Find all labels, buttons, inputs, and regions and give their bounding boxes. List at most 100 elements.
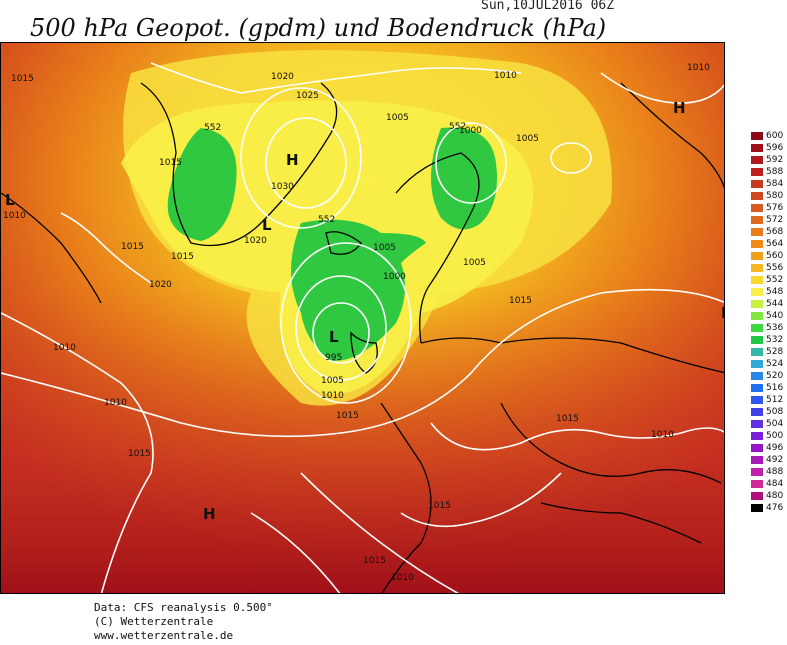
colorbar-label: 500 xyxy=(766,431,784,441)
low-center-label: L xyxy=(262,216,272,234)
colorbar-label: 560 xyxy=(766,251,784,261)
isobar-label: 1010 xyxy=(687,63,710,73)
low-center-label: L xyxy=(5,191,15,209)
colorbar-swatch xyxy=(751,312,763,320)
isobar-label: 1015 xyxy=(159,158,182,168)
isobar-label: 1010 xyxy=(391,573,414,583)
colorbar-level: 544 xyxy=(751,299,787,309)
colorbar-swatch xyxy=(751,384,763,392)
isobar-label: 1010 xyxy=(3,211,26,221)
isobar-label: 1005 xyxy=(463,258,486,268)
colorbar-label: 508 xyxy=(766,407,784,417)
isobar-label: 1015 xyxy=(336,411,359,421)
colorbar-swatch xyxy=(751,252,763,260)
colorbar-level: 512 xyxy=(751,395,787,405)
colorbar-swatch xyxy=(751,396,763,404)
isobar-label: 1010 xyxy=(651,430,674,440)
colorbar-level: 528 xyxy=(751,347,787,357)
colorbar-swatch xyxy=(751,468,763,476)
colorbar-level: 584 xyxy=(751,179,787,189)
isobar-label: 1015 xyxy=(171,252,194,262)
colorbar-swatch xyxy=(751,264,763,272)
colorbar-swatch xyxy=(751,348,763,356)
isobar-label: 1010 xyxy=(494,71,517,81)
colorbar-level: 516 xyxy=(751,383,787,393)
height-label: 552 xyxy=(449,122,466,132)
colorbar-swatch xyxy=(751,240,763,248)
colorbar-label: 568 xyxy=(766,227,784,237)
colorbar-level: 488 xyxy=(751,467,787,477)
isobar-label: 1005 xyxy=(386,113,409,123)
colorbar-legend: 600 596 592 588 584 580 576 572 568 564 560 556 552 5… xyxy=(751,131,787,522)
colorbar-level: 484 xyxy=(751,479,787,489)
isobar-label: 995 xyxy=(325,353,342,363)
colorbar-label: 516 xyxy=(766,383,784,393)
isobar-label: 1005 xyxy=(321,376,344,386)
colorbar-level: 592 xyxy=(751,155,787,165)
colorbar-label: 584 xyxy=(766,179,784,189)
data-source: Data: CFS reanalysis 0.500° xyxy=(94,601,273,614)
isobar-label: 1015 xyxy=(363,556,386,566)
isobar-label: 1025 xyxy=(296,91,319,101)
colorbar-label: 540 xyxy=(766,311,784,321)
colorbar-label: 484 xyxy=(766,479,784,489)
colorbar-swatch xyxy=(751,288,763,296)
colorbar-label: 476 xyxy=(766,503,784,513)
isobar-label: 1015 xyxy=(11,74,34,84)
colorbar-level: 532 xyxy=(751,335,787,345)
low-center-label: L xyxy=(329,328,339,346)
colorbar-swatch xyxy=(751,336,763,344)
colorbar-label: 536 xyxy=(766,323,784,333)
isobar-label: 1010 xyxy=(53,343,76,353)
pressure-centers: H L H L L H H xyxy=(5,99,725,523)
colorbar-level: 500 xyxy=(751,431,787,441)
colorbar-label: 548 xyxy=(766,287,784,297)
isobar-label: 1005 xyxy=(516,134,539,144)
colorbar-level: 596 xyxy=(751,143,787,153)
website: www.wetterzentrale.de xyxy=(94,629,234,642)
isobar-label: 1015 xyxy=(128,449,151,459)
colorbar-label: 524 xyxy=(766,359,784,369)
isobar-label: 1010 xyxy=(321,391,344,401)
high-center-label: H xyxy=(721,304,725,322)
colorbar-level: 588 xyxy=(751,167,787,177)
colorbar-swatch xyxy=(751,504,763,512)
colorbar-swatch xyxy=(751,276,763,284)
colorbar-level: 524 xyxy=(751,359,787,369)
valid-date: Sun,10JUL2016 06Z xyxy=(481,0,615,13)
colorbar-swatch xyxy=(751,420,763,428)
colorbar-label: 480 xyxy=(766,491,784,501)
colorbar-swatch xyxy=(751,480,763,488)
data-credits: Data: CFS reanalysis 0.500° (C) Wetterze… xyxy=(94,601,273,643)
isobar-label: 1030 xyxy=(271,182,294,192)
isobar-label: 1010 xyxy=(104,398,127,408)
isobar-label: 1015 xyxy=(509,296,532,306)
colorbar-swatch xyxy=(751,204,763,212)
colorbar-level: 552 xyxy=(751,275,787,285)
colorbar-swatch xyxy=(751,168,763,176)
colorbar-swatch xyxy=(751,192,763,200)
isobar-label: 1015 xyxy=(121,242,144,252)
isobar-label: 1005 xyxy=(373,243,396,253)
colorbar-swatch xyxy=(751,324,763,332)
colorbar-label: 544 xyxy=(766,299,784,309)
isobar-label: 1020 xyxy=(271,72,294,82)
copyright: (C) Wetterzentrale xyxy=(94,615,214,628)
colorbar-label: 564 xyxy=(766,239,784,249)
colorbar-swatch xyxy=(751,444,763,452)
high-center-label: H xyxy=(286,151,299,169)
coastlines xyxy=(1,82,724,593)
isobars xyxy=(1,62,724,593)
isobar-label: 1015 xyxy=(428,501,451,511)
colorbar-swatch xyxy=(751,144,763,152)
weather-map: 1015 1020 1025 1030 1020 1015 1010 1015 … xyxy=(0,42,725,594)
colorbar-level: 600 xyxy=(751,131,787,141)
colorbar-label: 592 xyxy=(766,155,784,165)
high-center-label: H xyxy=(203,505,216,523)
colorbar-swatch xyxy=(751,132,763,140)
colorbar-label: 576 xyxy=(766,203,784,213)
colorbar-level: 480 xyxy=(751,491,787,501)
colorbar-swatch xyxy=(751,372,763,380)
colorbar-level: 492 xyxy=(751,455,787,465)
colorbar-level: 560 xyxy=(751,251,787,261)
